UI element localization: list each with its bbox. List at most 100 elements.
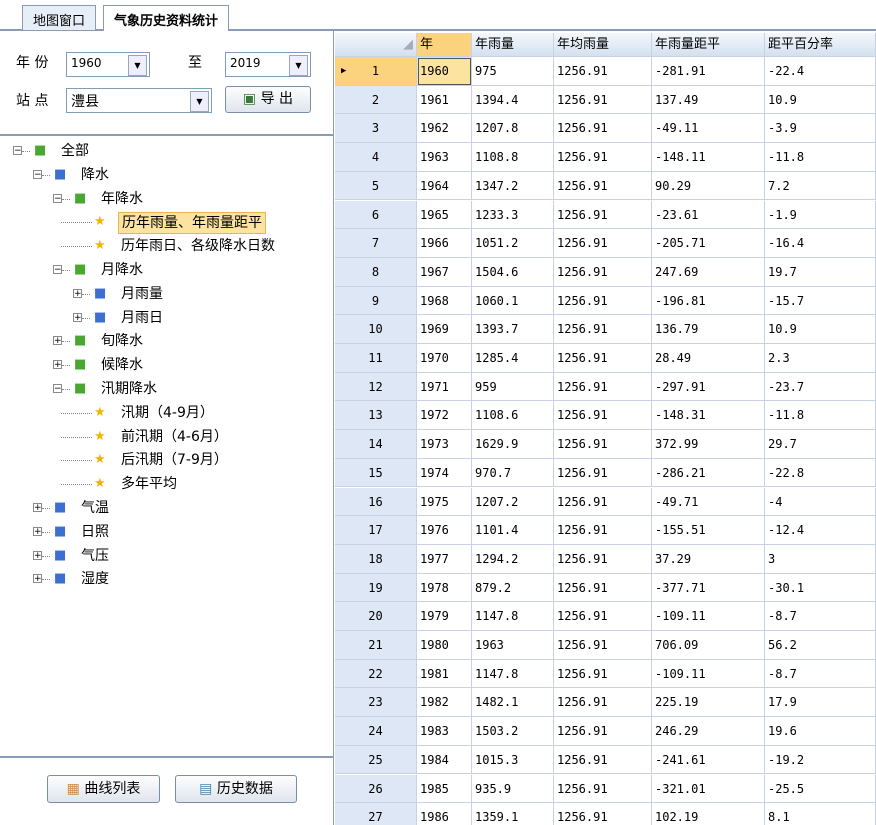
- row-header[interactable]: 20: [335, 602, 417, 631]
- tree-label[interactable]: 降水: [81, 166, 109, 183]
- table-cell[interactable]: 1256.91: [554, 114, 652, 144]
- tab[interactable]: 地图窗口: [22, 5, 97, 30]
- year-from-select[interactable]: 1960 ▼: [66, 52, 150, 77]
- table-cell[interactable]: 1285.4: [472, 344, 554, 373]
- row-header[interactable]: 5: [335, 171, 417, 201]
- table-cell[interactable]: 1101.4: [472, 516, 554, 545]
- table-cell[interactable]: 1256.91: [554, 487, 652, 517]
- table-cell[interactable]: -30.1: [765, 573, 876, 603]
- table-cell[interactable]: -196.81: [652, 286, 765, 316]
- table-cell[interactable]: 2.3: [765, 344, 876, 373]
- dropdown-arrow[interactable]: ▼: [128, 55, 147, 76]
- table-cell[interactable]: -3.9: [765, 114, 876, 144]
- table-cell[interactable]: 1256.91: [554, 85, 652, 115]
- expander[interactable]: −: [33, 169, 42, 180]
- table-cell[interactable]: 90.29: [652, 171, 765, 201]
- column-header[interactable]: 年: [417, 33, 472, 57]
- table-cell[interactable]: 1256.91: [554, 257, 652, 287]
- table-cell[interactable]: 1986: [417, 803, 472, 825]
- table-cell[interactable]: -22.4: [765, 57, 876, 86]
- row-header[interactable]: 24: [335, 717, 417, 746]
- table-cell[interactable]: 1961: [417, 85, 472, 115]
- table-cell[interactable]: 1967: [417, 257, 472, 287]
- table-cell[interactable]: -148.11: [652, 143, 765, 172]
- column-header[interactable]: 距平百分率: [765, 33, 876, 57]
- table-cell[interactable]: -321.01: [652, 774, 765, 804]
- table-cell[interactable]: 1256.91: [554, 573, 652, 603]
- table-cell[interactable]: 37.29: [652, 544, 765, 574]
- table-cell[interactable]: -241.61: [652, 745, 765, 775]
- tree-label[interactable]: 年降水: [101, 190, 143, 207]
- tree-label[interactable]: 汛期降水: [101, 381, 157, 397]
- table-cell[interactable]: 1982: [417, 688, 472, 718]
- table-cell[interactable]: 1147.8: [472, 659, 554, 689]
- table-cell[interactable]: -4: [765, 487, 876, 517]
- table-cell[interactable]: -155.51: [652, 516, 765, 545]
- table-cell[interactable]: 1482.1: [472, 688, 554, 718]
- row-header[interactable]: 25: [335, 745, 417, 775]
- table-cell[interactable]: 1256.91: [554, 458, 652, 488]
- table-cell[interactable]: -205.71: [652, 229, 765, 258]
- expander[interactable]: −: [53, 265, 62, 275]
- tree-label[interactable]: 汛期（4-9月）: [121, 404, 214, 421]
- table-cell[interactable]: 1256.91: [554, 430, 652, 459]
- dropdown-arrow[interactable]: ▼: [190, 91, 209, 112]
- tree-label[interactable]: 日照: [81, 523, 109, 540]
- table-cell[interactable]: 975: [472, 57, 554, 86]
- table-cell[interactable]: 1256.91: [554, 803, 652, 825]
- table-cell[interactable]: 3: [765, 544, 876, 574]
- table-cell[interactable]: -22.8: [765, 458, 876, 488]
- tab-active[interactable]: 气象历史资料统计: [103, 5, 230, 32]
- table-cell[interactable]: 1978: [417, 573, 472, 603]
- table-cell[interactable]: 1963: [472, 631, 554, 660]
- table-cell[interactable]: 1256.91: [554, 372, 652, 402]
- row-header[interactable]: 9: [335, 286, 417, 316]
- row-header[interactable]: 16: [335, 487, 417, 517]
- table-cell[interactable]: 1256.91: [554, 717, 652, 746]
- tree-label[interactable]: 后汛期（7-9月）: [121, 452, 228, 469]
- table-cell[interactable]: -23.61: [652, 200, 765, 230]
- table-cell[interactable]: 1394.4: [472, 85, 554, 115]
- expander[interactable]: +: [73, 288, 82, 299]
- table-cell[interactable]: 10.9: [765, 85, 876, 115]
- table-cell[interactable]: 1359.1: [472, 803, 554, 825]
- station-select[interactable]: 澧县 ▼: [66, 88, 212, 113]
- row-header[interactable]: 13: [335, 401, 417, 431]
- row-header[interactable]: 21: [335, 631, 417, 660]
- table-cell[interactable]: 1256.91: [554, 315, 652, 344]
- table-cell[interactable]: 1503.2: [472, 717, 554, 746]
- table-cell[interactable]: 137.49: [652, 85, 765, 115]
- table-cell[interactable]: 1233.3: [472, 200, 554, 230]
- table-cell[interactable]: 1256.91: [554, 602, 652, 631]
- row-header[interactable]: 2: [335, 85, 417, 115]
- table-cell[interactable]: 1256.91: [554, 516, 652, 545]
- row-header[interactable]: 23: [335, 688, 417, 718]
- tree-label[interactable]: 气压: [81, 547, 109, 564]
- table-cell[interactable]: -377.71: [652, 573, 765, 603]
- table-cell[interactable]: 10.9: [765, 315, 876, 344]
- table-cell[interactable]: 8.1: [765, 803, 876, 825]
- row-header[interactable]: 10: [335, 315, 417, 344]
- table-cell[interactable]: 17.9: [765, 688, 876, 718]
- tree-label[interactable]: 月雨日: [121, 309, 163, 326]
- table-cell[interactable]: -11.8: [765, 401, 876, 431]
- table-cell[interactable]: 1393.7: [472, 315, 554, 344]
- table-cell[interactable]: 1347.2: [472, 171, 554, 201]
- row-header[interactable]: 26: [335, 774, 417, 804]
- table-cell[interactable]: 1051.2: [472, 229, 554, 258]
- table-cell[interactable]: 1147.8: [472, 602, 554, 631]
- table-cell[interactable]: -1.9: [765, 200, 876, 230]
- table-cell[interactable]: 1256.91: [554, 401, 652, 431]
- table-cell[interactable]: 1963: [417, 143, 472, 172]
- table-cell[interactable]: 1207.2: [472, 487, 554, 517]
- expander[interactable]: −: [53, 193, 62, 204]
- table-cell[interactable]: 246.29: [652, 717, 765, 746]
- table-cell[interactable]: 970.7: [472, 458, 554, 488]
- table-cell[interactable]: 1060.1: [472, 286, 554, 316]
- row-header[interactable]: 12: [335, 372, 417, 402]
- export-button[interactable]: ▣ 导 出: [225, 86, 311, 113]
- table-cell[interactable]: 935.9: [472, 774, 554, 804]
- row-header[interactable]: 3: [335, 114, 417, 144]
- table-cell[interactable]: -23.7: [765, 372, 876, 402]
- table-cell[interactable]: 1015.3: [472, 745, 554, 775]
